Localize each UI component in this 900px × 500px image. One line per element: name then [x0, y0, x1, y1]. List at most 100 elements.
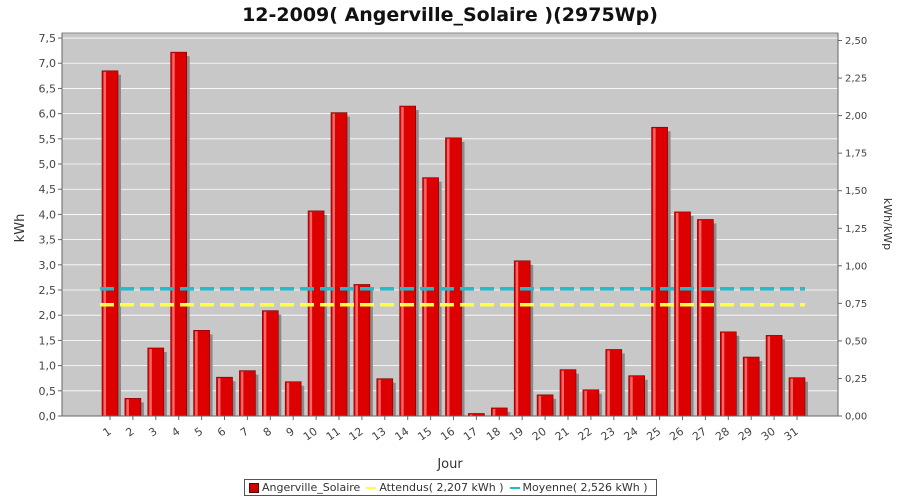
legend-label-expected: Attendus( 2,207 kWh ) [379, 481, 504, 494]
legend-item-series: Angerville_Solaire [249, 481, 360, 494]
y-tick-label: 3,0 [39, 259, 57, 272]
bar-highlight [286, 382, 290, 416]
x-tick-label: 1 [101, 425, 114, 440]
x-tick-label: 18 [484, 425, 503, 444]
bar-highlight [630, 376, 633, 416]
x-tick-label: 27 [690, 425, 709, 444]
bar-highlight [607, 350, 610, 416]
bar-highlight [149, 348, 152, 416]
legend-swatch-expected [366, 486, 377, 489]
bar-highlight [515, 261, 519, 416]
y2-tick-label: 2,00 [845, 111, 867, 122]
bars-group [101, 51, 808, 417]
x-tick-label: 4 [169, 425, 182, 440]
legend-swatch-average [509, 486, 520, 489]
x-tick-label: 19 [507, 425, 526, 444]
x-tick-label: 7 [238, 425, 251, 440]
bar-highlight [309, 211, 313, 416]
x-tick-label: 5 [192, 425, 205, 440]
y-tick-label: 2,5 [39, 284, 57, 297]
x-tick-label: 26 [667, 425, 686, 444]
y2-tick-label: 0,75 [845, 299, 867, 310]
y2-tick-label: 2,50 [845, 36, 867, 47]
y-tick-label: 1,5 [39, 334, 57, 347]
legend: Angerville_Solaire Attendus( 2,207 kWh )… [244, 479, 657, 496]
x-tick-label: 6 [215, 425, 228, 440]
y2-tick-label: 0,50 [845, 336, 867, 347]
legend-item-average: Moyenne( 2,526 kWh ) [509, 481, 648, 494]
x-tick-label: 8 [261, 425, 274, 440]
x-tick-label: 23 [599, 425, 618, 444]
bar-highlight [378, 379, 381, 416]
bar-highlight [447, 138, 450, 417]
bar-highlight [218, 378, 221, 416]
y2-tick-label: 0,25 [845, 374, 867, 385]
bar-highlight [263, 311, 267, 416]
bar-highlight [126, 399, 129, 416]
bar-highlight [332, 113, 335, 416]
x-tick-label: 31 [782, 425, 801, 444]
y-axis-ticks: 0,0 0,5 1,0 1,5 2,0 2,5 3,0 3,5 4,0 4,5 5,0 5,5 6,0 6… [39, 32, 63, 423]
y-tick-label: 2,0 [39, 309, 57, 322]
y-tick-label: 1,0 [39, 360, 57, 373]
reference-lines [100, 286, 805, 307]
bar-highlight [676, 212, 679, 416]
legend-label-series: Angerville_Solaire [262, 481, 361, 494]
x-tick-label: 29 [736, 425, 755, 444]
bar-highlight [492, 408, 496, 416]
x-tick-label: 22 [576, 425, 595, 444]
x-axis-ticks: 1 2 3 4 5 6 7 8 9 10 11 12 13 14 15 16 17 18 19 20 21 22 23 24 2… [62, 415, 838, 444]
y2-tick-label: 1,50 [845, 186, 867, 197]
bar-highlight [767, 336, 771, 416]
x-tick-label: 11 [324, 425, 343, 444]
x-tick-label: 2 [123, 425, 136, 440]
y-tick-label: 4,0 [39, 208, 57, 221]
bar-highlight [561, 370, 564, 416]
y2-tick-label: 2,25 [845, 74, 867, 85]
y2-tick-label: 1,75 [845, 149, 867, 160]
bar-highlight [790, 378, 793, 416]
y-tick-label: 3,5 [39, 234, 57, 247]
x-tick-label: 14 [392, 425, 411, 444]
y2-axis-ticks: 0,00 0,25 0,50 0,75 1,00 1,25 1,50 1,75 2,00 2,25… [837, 33, 867, 423]
x-tick-label: 24 [621, 425, 640, 444]
x-tick-label: 10 [301, 425, 320, 444]
y2-tick-label: 1,00 [845, 261, 867, 272]
bar-highlight [401, 107, 404, 417]
bar-highlight [469, 414, 473, 416]
legend-swatch-bar [249, 482, 259, 493]
y-tick-label: 5,0 [39, 158, 57, 171]
x-tick-label: 20 [530, 425, 549, 444]
x-tick-label: 3 [146, 425, 159, 440]
bar-highlight [172, 53, 175, 417]
y-tick-label: 4,5 [39, 183, 57, 196]
x-tick-label: 17 [461, 425, 480, 444]
y-axis-label: kWh [13, 214, 28, 243]
chart-title: 12-2009( Angerville_Solaire )(2975Wp) [242, 4, 658, 26]
y-tick-label: 5,5 [39, 133, 57, 146]
y2-tick-label: 1,25 [845, 224, 867, 235]
bar-highlight [424, 178, 427, 416]
x-tick-label: 16 [438, 425, 457, 444]
x-tick-label: 12 [347, 425, 366, 444]
bar-highlight [103, 71, 106, 416]
bar-highlight [538, 395, 542, 416]
y-tick-label: 6,0 [39, 108, 57, 121]
y-tick-label: 7,0 [39, 57, 57, 70]
x-tick-label: 15 [415, 425, 434, 444]
bar-highlight [584, 390, 587, 416]
x-tick-label: 9 [284, 425, 297, 440]
y-tick-label: 7,5 [39, 32, 57, 45]
bar-highlight [240, 371, 244, 416]
bar-highlight [698, 220, 702, 416]
bar-highlight [721, 332, 725, 416]
x-tick-label: 21 [553, 425, 572, 444]
legend-item-expected: Attendus( 2,207 kWh ) [366, 481, 504, 494]
x-tick-label: 28 [713, 425, 732, 444]
bar-highlight [355, 285, 358, 416]
y-tick-label: 6,5 [39, 82, 57, 95]
legend-label-average: Moyenne( 2,526 kWh ) [522, 481, 648, 494]
bar-highlight [744, 358, 748, 416]
y-tick-label: 0,0 [39, 410, 57, 423]
